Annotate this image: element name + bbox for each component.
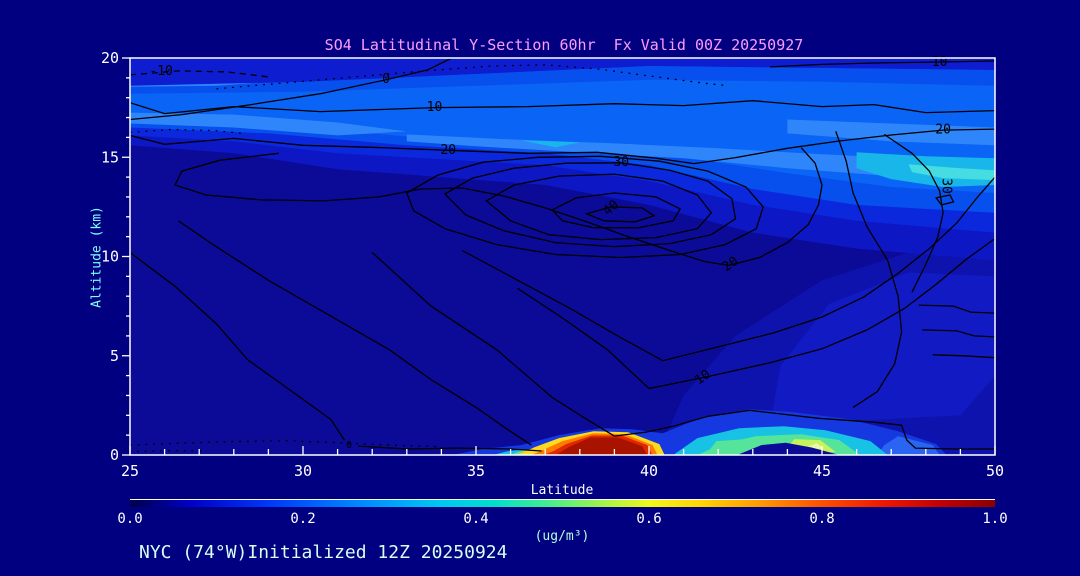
contour-line [130,58,453,121]
so4-fill-region [130,58,995,86]
contour-line [770,60,995,68]
contour-label: -10 [149,64,172,79]
contour-label: 30 [939,178,954,194]
colorbar: 0.0 0.2 0.4 0.6 0.8 1.0 [117,499,1008,527]
so4-fill-field [130,58,995,455]
so4-fill-region [770,272,995,426]
contour-line [932,354,995,359]
contour-line [358,445,542,452]
contour-line [130,251,346,441]
contour-label: 10 [427,100,443,115]
contour-label: 20 [440,143,456,158]
contour-line [584,206,656,223]
x-tick-label: 50 [986,462,1004,480]
so4-fill-region [908,164,995,181]
so4-fill-region [877,436,940,455]
axes: 25 30 35 40 45 50 0 5 10 15 20 [101,49,1004,480]
y-tick-label: 0 [110,446,119,464]
so4-fill-region [521,140,580,148]
contour-label: 30 [613,155,629,170]
x-tick-label: 30 [294,462,312,480]
contour-line [883,133,944,293]
colorbar-tick-label: 0.6 [636,511,662,527]
contour-line [130,70,269,78]
contour-line [174,147,823,267]
x-tick-label: 40 [640,462,658,480]
contour-line [443,162,737,248]
colorbar-tick-labels: 0.0 0.2 0.4 0.6 0.8 1.0 [117,511,1007,527]
contour-line [461,176,995,362]
contour-line [935,194,955,206]
contour-line [130,128,995,165]
so4-fill-region [555,437,648,455]
contour-label: 0 [382,72,390,87]
contour-label: 0 [346,440,352,451]
colorbar-tick-label: 0.8 [809,511,835,527]
contour-overlay [130,58,995,453]
contour-line [178,220,532,446]
contour-line [918,304,995,314]
contour-line [517,238,995,390]
so4-fill-region [130,112,407,136]
page-title: SO4 Latitudinal Y-Section 60hr Fx Valid … [324,36,804,54]
contour-label: 20 [935,122,951,137]
y-tick-label: 20 [101,49,119,67]
contour-line [922,329,995,338]
x-axis-title: Latitude [530,483,594,498]
contour-line [835,131,903,408]
x-tick-label: 25 [121,462,139,480]
contour-label: 10 [692,367,713,388]
x-tick-label: 45 [813,462,831,480]
colorbar-tick-label: 0.2 [290,511,316,527]
y-tick-label: 15 [101,148,119,166]
contour-line [485,173,713,241]
so4-fill-region [707,439,753,452]
colorbar-tick-label: 0.0 [117,511,143,527]
contour-line [216,64,729,90]
colorbar-gradient [130,499,995,507]
colorbar-unit-label: (ug/m³) [534,529,590,544]
init-info-text: NYC (74°W)Initialized 12Z 20250924 [139,542,508,563]
y-tick-label: 5 [110,347,119,365]
colorbar-tick-label: 0.4 [463,511,489,527]
contour-line [405,155,764,259]
contour-label: 10 [932,55,948,70]
so4-fill-region [787,119,995,146]
x-tick-label: 35 [467,462,485,480]
colorbar-tick-label: 1.0 [982,511,1008,527]
contour-line [130,100,995,115]
so4-fill-region [737,442,840,455]
contour-label: 20 [720,254,741,275]
contour-line [371,252,995,450]
y-tick-label: 10 [101,248,119,266]
contour-line [551,192,682,229]
